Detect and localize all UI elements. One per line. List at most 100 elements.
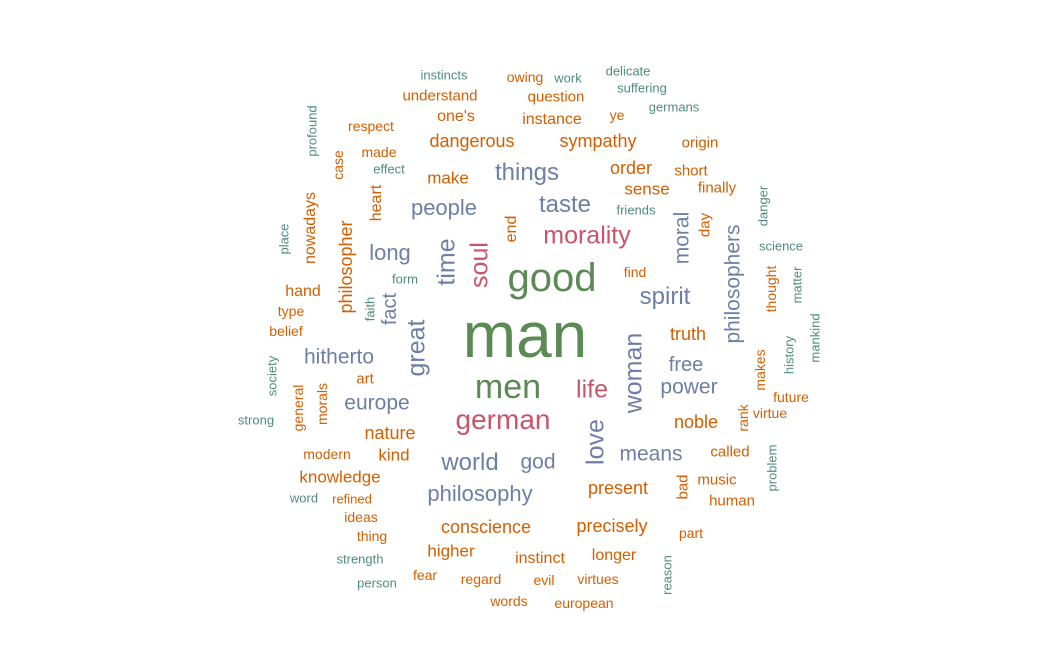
word-instincts: instincts — [420, 67, 468, 83]
word-god: god — [520, 450, 556, 474]
word-present: present — [587, 478, 649, 498]
word-one-s: one's — [437, 108, 475, 125]
word-refined: refined — [332, 491, 372, 507]
word-society: society — [264, 355, 280, 397]
word-modern: modern — [303, 446, 351, 462]
word-power: power — [660, 375, 718, 399]
word-short: short — [674, 162, 708, 180]
word-word: word — [289, 490, 319, 506]
word-part: part — [678, 525, 704, 541]
word-finally: finally — [697, 179, 737, 197]
word-great: great — [402, 319, 431, 377]
word-effect: effect — [373, 161, 405, 177]
word-person: person — [357, 575, 397, 591]
word-sympathy: sympathy — [559, 131, 637, 151]
word-german: german — [455, 404, 551, 435]
word-strong: strong — [237, 412, 275, 428]
word-moral: moral — [670, 211, 694, 265]
word-mankind: mankind — [807, 313, 823, 363]
word-men: men — [474, 368, 542, 406]
word-virtue: virtue — [752, 405, 788, 421]
word-ye: ye — [609, 107, 625, 123]
word-question: question — [527, 88, 585, 106]
word-nowadays: nowadays — [302, 191, 319, 265]
word-philosopher: philosopher — [336, 220, 356, 314]
word-work: work — [554, 70, 582, 86]
word-means: means — [619, 442, 683, 466]
word-faith: faith — [362, 296, 378, 322]
word-woman: woman — [619, 332, 648, 414]
word-history: history — [781, 335, 797, 375]
word-longer: longer — [591, 547, 637, 564]
word-thing: thing — [356, 528, 388, 544]
word-human: human — [709, 492, 755, 510]
word-type: type — [277, 303, 305, 319]
word-philosophers: philosophers — [721, 224, 745, 344]
word-noble: noble — [673, 412, 719, 432]
word-hand: hand — [285, 283, 321, 300]
word-man: man — [462, 299, 588, 371]
word-instinct: instinct — [515, 550, 565, 567]
word-reason: reason — [659, 555, 675, 595]
word-instance: instance — [522, 111, 582, 128]
word-kind: kind — [378, 445, 410, 465]
word-words: words — [490, 593, 528, 609]
word-matter: matter — [789, 266, 805, 304]
word-regard: regard — [460, 571, 502, 587]
word-europe: europe — [344, 391, 410, 415]
word-fact: fact — [379, 292, 401, 326]
word-called: called — [710, 443, 750, 461]
word-form: form — [392, 271, 418, 287]
word-hitherto: hitherto — [303, 345, 375, 369]
word-delicate: delicate — [605, 63, 651, 79]
word-day: day — [696, 212, 714, 238]
word-made: made — [361, 144, 397, 160]
word-understand: understand — [402, 87, 478, 105]
word-suffering: suffering — [617, 80, 667, 96]
word-world: world — [441, 449, 499, 476]
word-truth: truth — [669, 324, 707, 344]
word-place: place — [276, 223, 292, 255]
word-dangerous: dangerous — [429, 131, 515, 151]
word-things: things — [494, 159, 560, 186]
word-free: free — [668, 354, 704, 376]
word-strength: strength — [336, 551, 384, 567]
word-morality: morality — [543, 221, 631, 250]
word-love: love — [581, 419, 610, 465]
word-music: music — [697, 471, 737, 489]
word-nature: nature — [364, 423, 416, 443]
word-respect: respect — [348, 118, 394, 134]
word-philosophy: philosophy — [427, 481, 533, 506]
word-danger: danger — [755, 185, 771, 227]
word-soul: soul — [465, 242, 494, 288]
word-virtues: virtues — [577, 571, 619, 587]
word-higher: higher — [427, 541, 475, 561]
word-life: life — [576, 375, 608, 404]
word-spirit: spirit — [639, 283, 691, 310]
word-taste: taste — [538, 191, 592, 218]
word-make: make — [427, 168, 469, 188]
word-belief: belief — [269, 323, 303, 339]
word-germans: germans — [648, 99, 700, 115]
word-conscience: conscience — [440, 517, 532, 537]
word-people: people — [410, 195, 478, 220]
word-thought: thought — [763, 265, 779, 313]
word-sense: sense — [624, 179, 670, 199]
word-profound: profound — [304, 105, 320, 157]
word-precisely: precisely — [576, 516, 648, 536]
word-long: long — [369, 240, 411, 265]
word-european: european — [554, 595, 614, 611]
word-owing: owing — [506, 69, 544, 85]
word-friends: friends — [616, 202, 656, 218]
word-rank: rank — [735, 404, 751, 432]
word-future: future — [773, 389, 809, 405]
word-bad: bad — [674, 474, 692, 500]
word-time: time — [432, 238, 461, 286]
word-order: order — [609, 158, 653, 178]
word-find: find — [623, 264, 647, 280]
word-science: science — [758, 238, 804, 254]
word-fear: fear — [412, 567, 438, 583]
word-end: end — [503, 215, 520, 243]
word-heart: heart — [368, 184, 385, 222]
